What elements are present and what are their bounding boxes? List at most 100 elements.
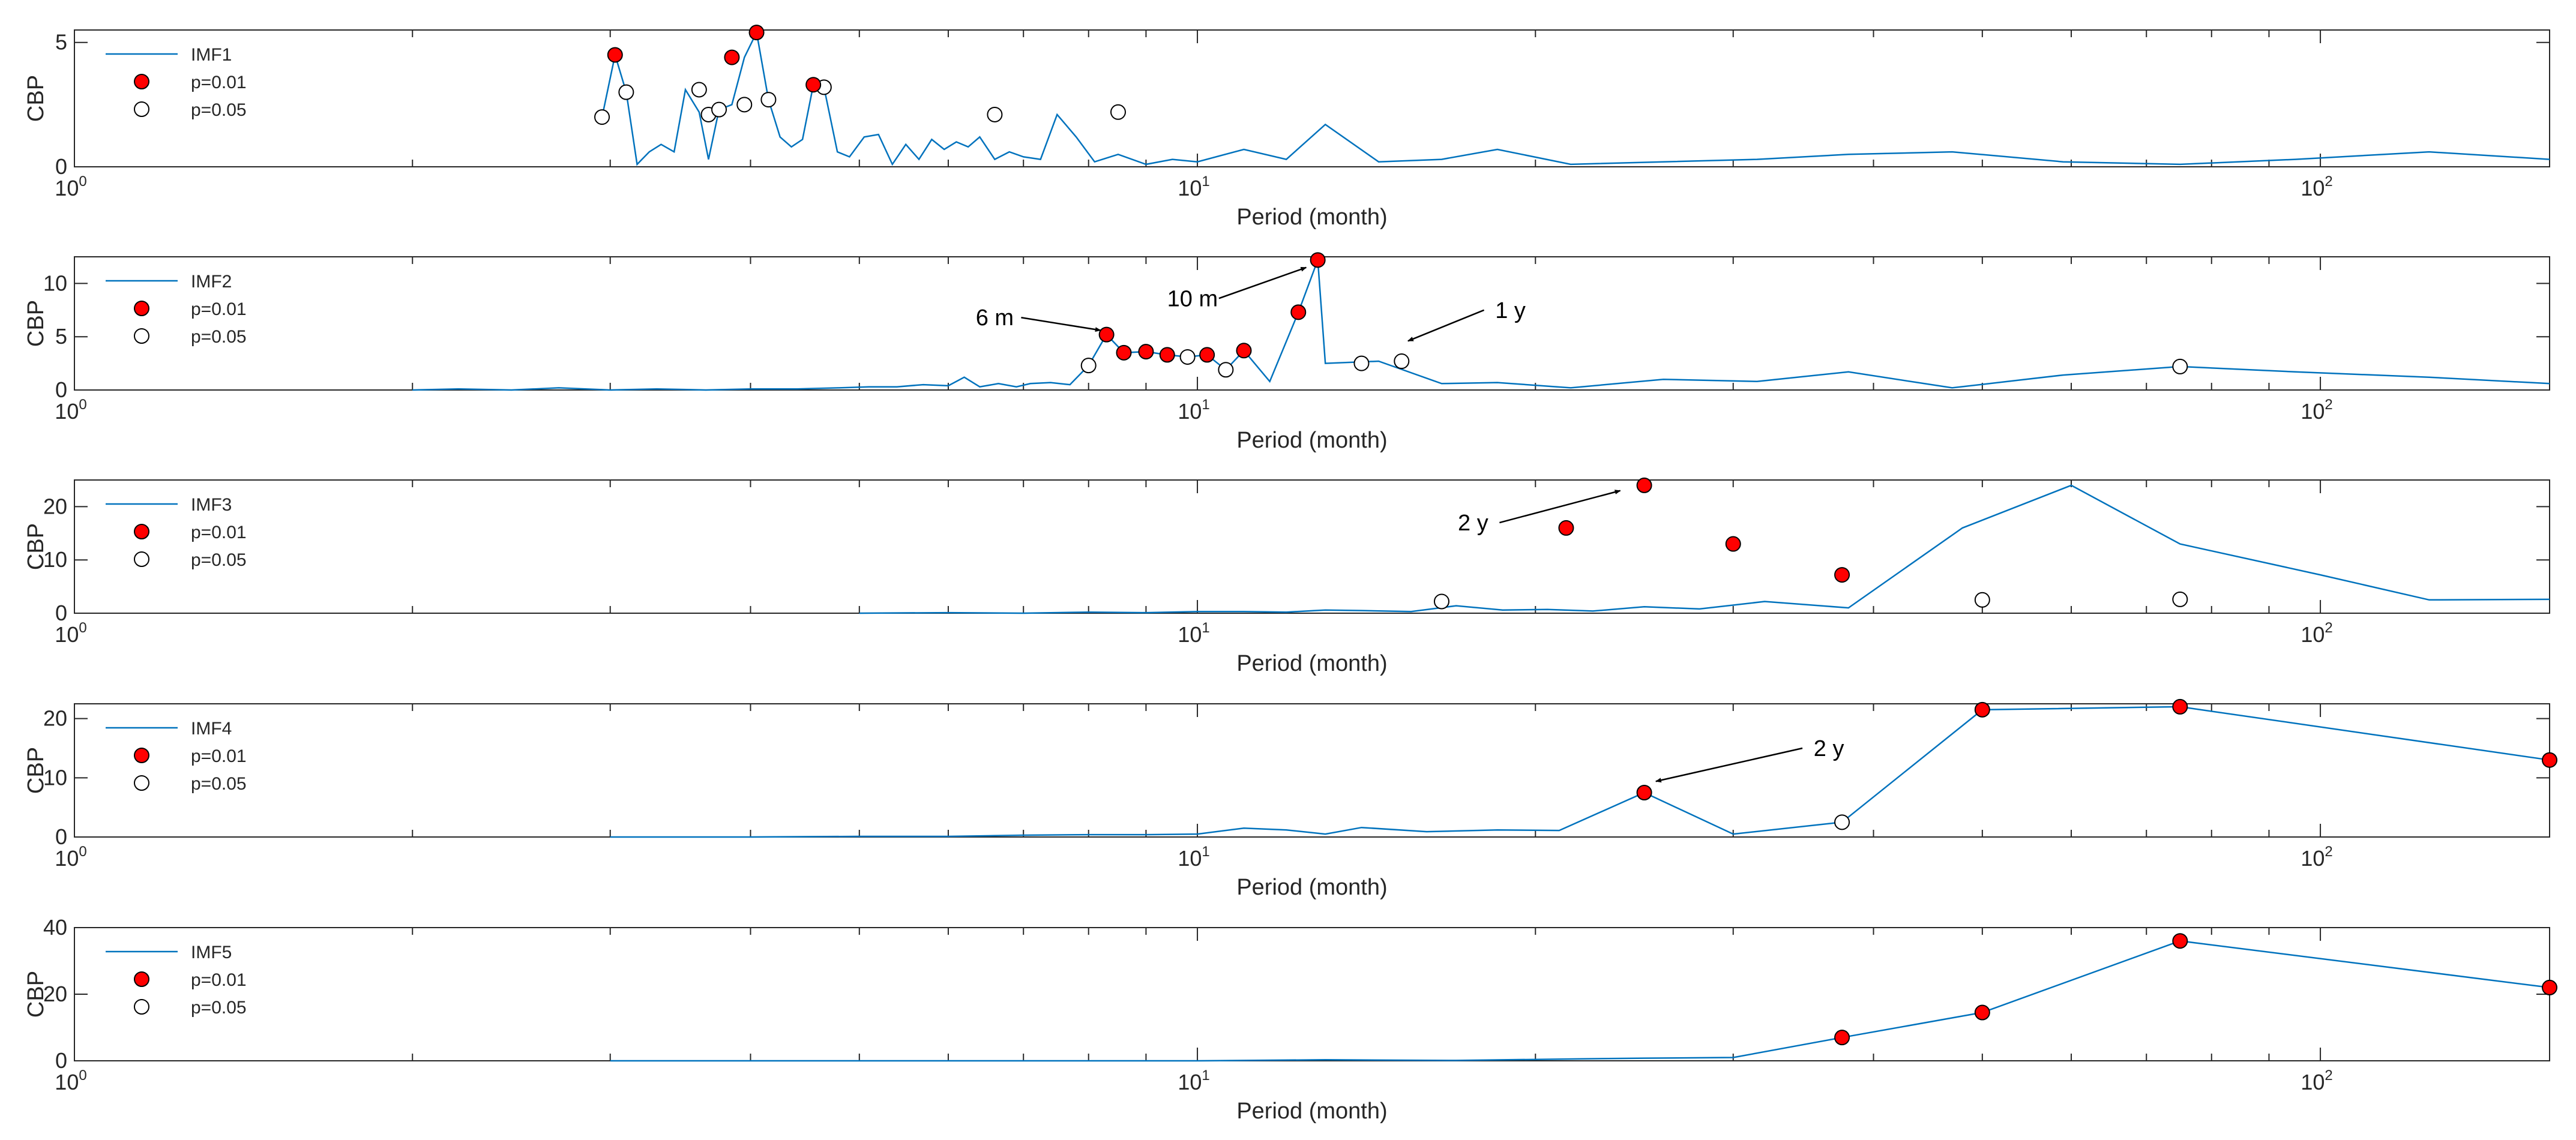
p01-marker [1834, 567, 1850, 583]
legend-p05-swatch [134, 551, 149, 567]
axes-box [74, 703, 2550, 838]
annotation-label: 2 y [1458, 511, 1488, 536]
legend-p01-label: p=0.01 [191, 73, 247, 92]
legend-p01-swatch [134, 971, 149, 987]
x-axis-label: Period (month) [1236, 1099, 1387, 1124]
p05-marker [1353, 355, 1370, 371]
annotation-arrow [1499, 490, 1621, 524]
x-tick-base: 10 [55, 176, 79, 200]
annotation-label: 10 m [1167, 286, 1218, 311]
x-tick-base: 10 [1178, 1070, 1202, 1094]
p05-marker [2172, 358, 2188, 374]
y-tick-label: 20 [43, 982, 67, 1006]
y-tick-label: 5 [55, 324, 67, 349]
y-tick-label: 0 [55, 1048, 67, 1073]
y-axis-label: CBP [23, 75, 49, 122]
legend: IMF2 p=0.01 p=0.05 [106, 272, 247, 347]
p01-marker [748, 25, 765, 41]
legend-p05-swatch [134, 328, 149, 344]
p01-marker [1310, 252, 1326, 268]
legend: IMF4 p=0.01 p=0.05 [106, 719, 247, 794]
p05-marker [1974, 592, 1990, 608]
x-tick-exponent: 2 [2325, 397, 2332, 413]
x-tick-exponent: 2 [2325, 1067, 2332, 1084]
legend-p05-label: p=0.05 [191, 327, 247, 347]
legend: IMF1 p=0.01 p=0.05 [106, 45, 247, 120]
p05-marker [1394, 353, 1410, 370]
x-tick-base: 10 [1178, 622, 1202, 647]
x-axis-label: Period (month) [1236, 875, 1387, 900]
legend-p05-label: p=0.05 [191, 100, 247, 120]
cbp-series-line [601, 30, 2550, 166]
p01-marker [724, 49, 740, 65]
p01-marker [2542, 979, 2557, 995]
cbp-series-line [610, 706, 2550, 838]
p01-marker [1636, 477, 1652, 493]
x-tick-exponent: 1 [1202, 173, 1209, 190]
legend-p01-label: p=0.01 [191, 970, 247, 990]
x-tick-label: 102 [2301, 620, 2332, 647]
p01-marker [1725, 536, 1741, 552]
legend-series-label: IMF5 [191, 943, 232, 962]
p05-marker [1218, 362, 1234, 378]
x-tick-label: 101 [1178, 844, 1209, 871]
x-tick-exponent: 2 [2325, 173, 2332, 190]
legend-p01-swatch [134, 301, 149, 316]
x-axis-label: Period (month) [1236, 651, 1387, 676]
p05-marker [987, 106, 1003, 122]
x-tick-label: 102 [2301, 1067, 2332, 1094]
legend: IMF3 p=0.01 p=0.05 [106, 495, 247, 570]
p01-marker [2172, 698, 2188, 715]
y-tick-label: 5 [55, 30, 67, 55]
x-tick-base: 10 [55, 399, 79, 424]
y-axis-label: CBP [23, 747, 49, 794]
p01-marker [607, 47, 623, 63]
x-tick-base: 10 [2301, 1070, 2325, 1094]
annotation-arrow [1218, 266, 1307, 299]
axes-box [74, 256, 2550, 391]
x-tick-label: 101 [1178, 1067, 1209, 1094]
legend-p01-label: p=0.01 [191, 299, 247, 319]
x-axis-label: Period (month) [1236, 428, 1387, 453]
y-tick-label: 0 [55, 824, 67, 849]
p05-marker [1110, 104, 1126, 120]
x-axis-label: Period (month) [1236, 205, 1387, 230]
x-tick-base: 10 [55, 622, 79, 647]
p05-marker [1433, 593, 1449, 610]
x-tick-exponent: 0 [79, 844, 86, 860]
p01-marker [1138, 344, 1154, 360]
legend-p05-swatch [134, 999, 149, 1015]
x-tick-base: 10 [2301, 622, 2325, 647]
annotation-label: 2 y [1814, 736, 1844, 761]
x-tick-label: 100 [55, 844, 86, 871]
legend-series-label: IMF4 [191, 719, 232, 739]
p05-marker [594, 109, 610, 125]
p01-marker [2542, 752, 2557, 768]
y-axis-label: CBP [23, 971, 49, 1018]
x-tick-base: 10 [2301, 399, 2325, 424]
x-tick-base: 10 [1178, 846, 1202, 871]
p05-marker [2172, 591, 2188, 607]
axes-box [74, 29, 2550, 167]
x-tick-exponent: 2 [2325, 620, 2332, 636]
x-tick-label: 100 [55, 173, 86, 200]
x-tick-base: 10 [55, 846, 79, 871]
x-tick-base: 10 [2301, 846, 2325, 871]
p05-marker [691, 82, 707, 98]
p01-marker [1199, 347, 1215, 363]
p01-marker [1636, 785, 1652, 800]
p01-marker [805, 77, 822, 93]
legend-series-label: IMF2 [191, 272, 232, 292]
p05-marker [618, 84, 634, 100]
y-tick-label: 10 [43, 271, 67, 295]
x-tick-label: 102 [2301, 173, 2332, 200]
x-tick-label: 100 [55, 1067, 86, 1094]
p01-marker [1116, 344, 1132, 361]
legend-p05-label: p=0.05 [191, 550, 247, 570]
y-tick-label: 0 [55, 154, 67, 179]
x-tick-exponent: 0 [79, 173, 86, 190]
p05-marker [760, 92, 777, 108]
legend-series-label: IMF3 [191, 495, 232, 515]
